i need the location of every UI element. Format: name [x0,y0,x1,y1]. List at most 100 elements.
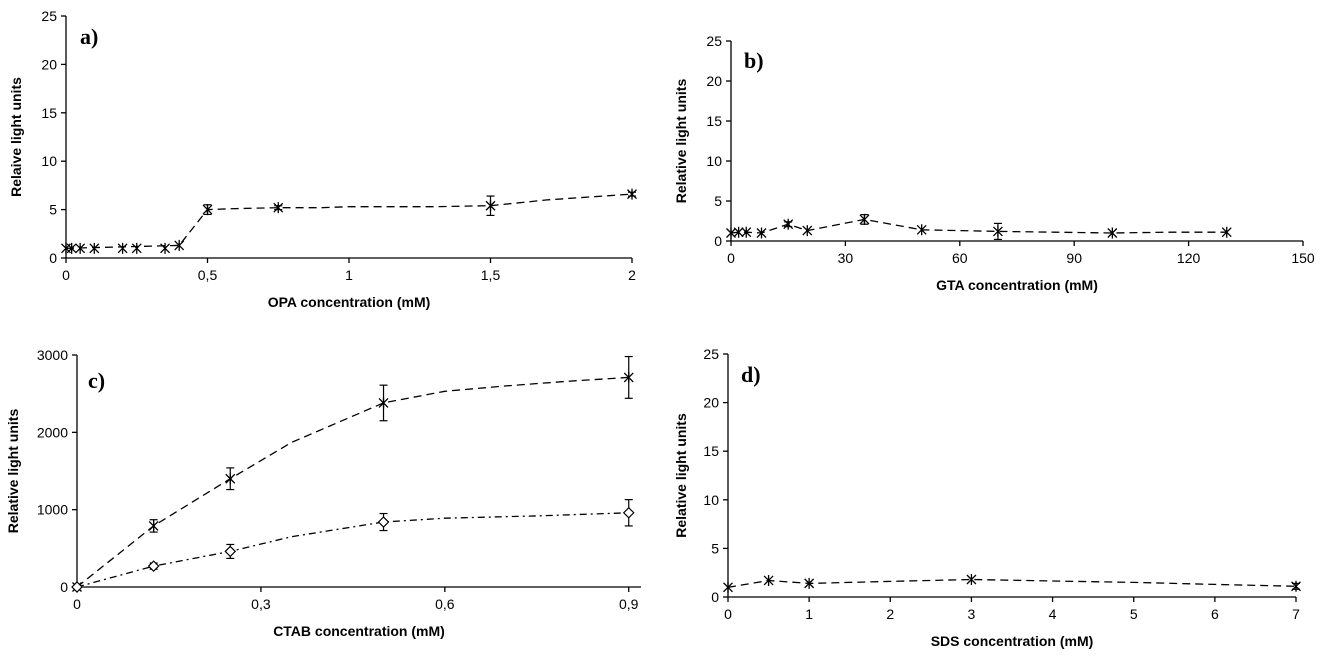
data-point [273,202,284,214]
x-tick-label: 0,5 [198,267,218,283]
y-tick-label: 3000 [37,347,68,363]
x-axis-label: SDS concentration (mM) [931,633,1094,649]
y-tick-label: 20 [41,56,57,72]
data-point [485,200,496,212]
data-point [741,226,752,238]
y-tick-label: 15 [703,443,719,459]
y-tick-label: 10 [41,153,57,169]
panel-a: 0 5 10 15 20 25 0 0,5 1 1,5 2 OPA concentration (mM… [8,8,637,310]
data-point [802,225,813,237]
y-tick-label: 0 [714,233,722,249]
y-tick-label: 5 [714,193,722,209]
data-point [804,577,815,589]
y-tick-label: 15 [41,105,57,121]
y-tick-label: 5 [711,540,719,556]
y-tick-label: 0 [711,589,719,605]
data-point [378,397,389,409]
x-tick-label: 0 [62,267,70,283]
series-line [730,218,1227,234]
data-point [623,371,634,383]
data-point [1221,226,1232,238]
y-tick-label: 25 [41,8,57,24]
series-line [76,512,629,588]
y-tick-label: 0 [60,579,68,595]
data-point [622,506,635,519]
data-point [627,188,637,200]
x-tick-label: 0,3 [251,596,271,612]
data-point [89,242,100,254]
data-point [916,224,927,236]
y-tick-label: 20 [703,395,719,411]
x-tick-label: 0 [73,596,81,612]
x-tick-label: 2 [628,267,636,283]
x-axis-label: OPA concentration (mM) [268,294,431,310]
data-point [1107,227,1118,239]
y-axis-label: Relaive light units [8,77,24,197]
series-2 [71,499,635,593]
data-point [377,516,390,528]
series-1 [726,213,1232,240]
data-point [174,239,185,251]
series-line [727,578,1297,588]
y-tick-label: 20 [706,73,722,89]
data-point [148,520,159,532]
y-tick-label: 0 [49,250,57,266]
data-point [723,581,733,593]
panel-d: 0 5 10 15 20 25 0 1 2 3 4 5 6 7 SDS concentration (mM)… [673,346,1301,649]
data-point [225,473,236,485]
panel-label: b) [744,48,764,73]
data-point [763,574,774,586]
panel-c: 0 1000 2000 3000 0 0,3 0,6 0,9 CTAB concentratio… [5,347,641,639]
y-tick-label: 2000 [37,424,68,440]
data-point [117,242,128,254]
data-point [224,545,237,558]
data-point [733,226,744,238]
data-point [202,204,213,216]
x-tick-label: 5 [1130,606,1138,622]
data-point [147,560,160,572]
data-point [71,581,83,593]
x-tick-label: 0,9 [619,596,639,612]
x-tick-label: 30 [838,250,854,266]
x-tick-label: 0 [724,606,732,622]
y-tick-label: 10 [703,492,719,508]
y-tick-label: 25 [703,346,719,362]
x-tick-label: 2 [886,606,894,622]
x-tick-label: 3 [968,606,976,622]
x-tick-label: 150 [1291,250,1315,266]
data-point [131,242,142,254]
data-point [992,225,1003,237]
data-point [966,574,977,586]
series-1 [61,188,637,254]
panel-label: d) [741,362,761,387]
x-tick-label: 0 [727,250,735,266]
data-point [756,227,767,239]
data-point [1291,580,1301,592]
data-point [75,242,86,254]
series-line [65,193,633,249]
x-tick-label: 6 [1211,606,1219,622]
x-axis-label: GTA concentration (mM) [936,277,1098,293]
x-tick-label: 7 [1292,606,1300,622]
x-tick-label: 0,6 [435,596,455,612]
y-tick-label: 10 [706,153,722,169]
x-tick-label: 90 [1066,250,1082,266]
data-point [160,242,171,254]
panel-b: 0 5 10 15 20 25 0 30 60 90 120 150 GTA concentration… [673,33,1315,293]
y-tick-label: 1000 [37,502,68,518]
y-tick-label: 15 [706,113,722,129]
series-1 [723,574,1301,593]
y-tick-label: 25 [706,33,722,49]
x-tick-label: 120 [1177,250,1201,266]
y-axis-label: Relative light units [673,413,689,538]
series-1 [72,355,634,593]
y-tick-label: 5 [49,202,57,218]
data-point [66,242,77,254]
panel-label: a) [80,24,98,49]
x-tick-label: 1 [345,267,353,283]
x-tick-label: 4 [1049,606,1057,622]
panel-label: c) [88,368,105,393]
data-point [783,218,794,230]
